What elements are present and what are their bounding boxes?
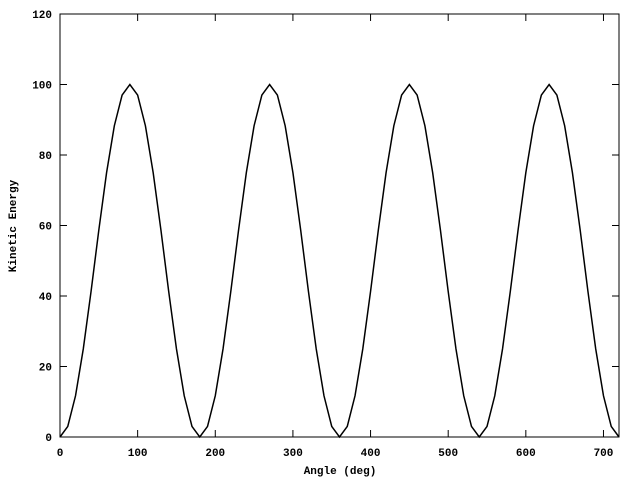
y-tick-label: 120: [32, 10, 52, 22]
x-tick-label: 500: [438, 448, 458, 460]
x-tick-label: 200: [205, 448, 225, 460]
y-tick-label: 20: [39, 363, 52, 375]
x-axis-label: Angle (deg): [304, 466, 377, 478]
x-tick-label: 100: [128, 448, 148, 460]
line-series: [59, 83, 620, 439]
y-tick-label: 40: [39, 292, 52, 304]
y-tick-label: 80: [39, 151, 52, 163]
x-tick-label: 300: [283, 448, 303, 460]
x-tick-label: 700: [594, 448, 614, 460]
y-tick-label: 100: [32, 81, 52, 93]
x-tick-label: 400: [361, 448, 381, 460]
plot-frame: [59, 13, 620, 438]
y-axis-label: Kinetic Energy: [8, 179, 20, 272]
y-tick-label: 0: [45, 433, 52, 445]
y-tick-label: 60: [39, 222, 52, 234]
x-tick-label: 0: [57, 448, 64, 460]
x-tick-label: 600: [516, 448, 536, 460]
